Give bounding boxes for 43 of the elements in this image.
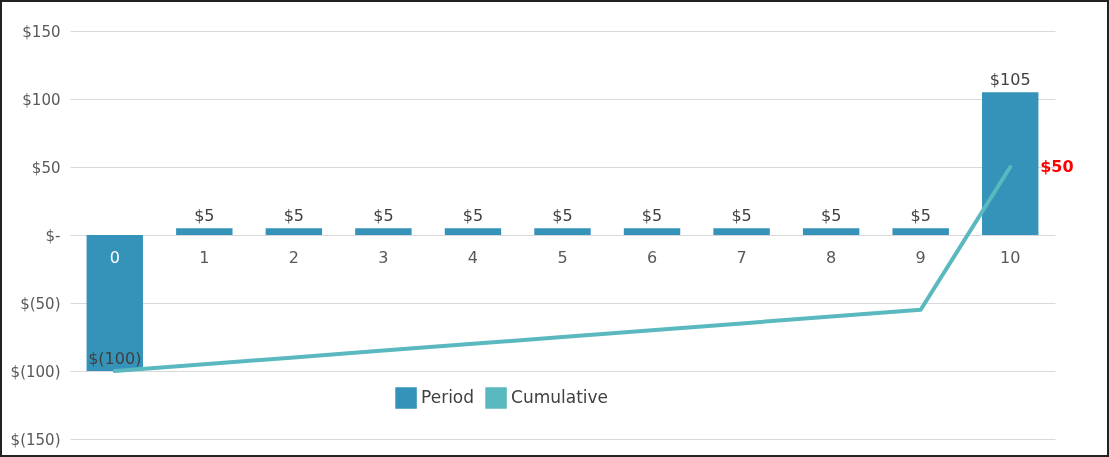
x-tick-label: 3 <box>378 247 389 267</box>
data-label: $5 <box>194 206 215 226</box>
x-tick-label: 0 <box>109 247 120 267</box>
y-tick-label: $150 <box>22 22 61 41</box>
data-label: $105 <box>989 70 1031 90</box>
x-tick-label: 1 <box>199 247 210 267</box>
x-tick-label: 9 <box>915 247 926 267</box>
bar <box>892 228 949 235</box>
data-label: $5 <box>283 206 305 226</box>
data-label: $5 <box>373 206 394 226</box>
x-tick-label: 5 <box>557 247 568 267</box>
bar <box>534 228 591 235</box>
y-tick-label: $50 <box>31 158 61 177</box>
y-tick-label: $(150) <box>10 430 61 449</box>
legend-label: Period <box>421 387 475 407</box>
data-label: $(100) <box>88 349 142 368</box>
data-label: $5 <box>552 206 573 226</box>
x-tick-label: 8 <box>826 247 837 267</box>
data-label: $5 <box>731 206 752 226</box>
y-tick-label: $- <box>45 226 61 245</box>
legend-label: Cumulative <box>511 387 609 407</box>
bar <box>623 228 681 235</box>
y-tick-label: $(100) <box>10 362 61 381</box>
x-tick-label: 4 <box>467 247 479 267</box>
bar <box>802 228 860 235</box>
bar <box>982 92 1039 235</box>
data-label: $5 <box>641 206 663 226</box>
x-tick-label: 6 <box>646 247 658 267</box>
bar <box>86 235 143 371</box>
data-label: $5 <box>820 206 842 226</box>
bar <box>355 228 412 235</box>
x-tick-label: 2 <box>288 247 299 267</box>
bar <box>176 228 233 235</box>
bar <box>265 228 323 235</box>
data-label: $50 <box>1040 157 1074 176</box>
y-tick-label: $(50) <box>20 294 61 313</box>
x-tick-label: 7 <box>736 247 747 267</box>
data-label: $5 <box>462 206 484 226</box>
bar <box>444 228 502 235</box>
y-tick-label: $100 <box>22 90 61 109</box>
bar <box>713 228 770 235</box>
data-label: $5 <box>910 206 931 226</box>
x-tick-label: 10 <box>1000 247 1021 267</box>
